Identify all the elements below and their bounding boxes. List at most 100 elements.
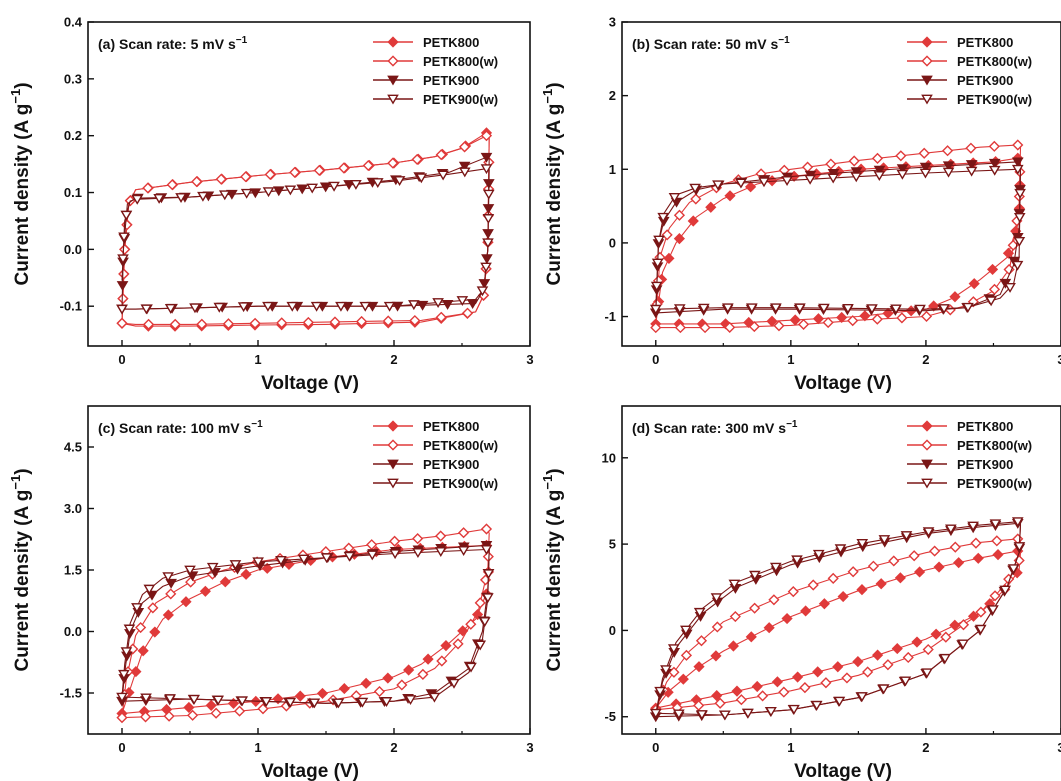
data-point-PETK900(w) [668, 193, 681, 203]
data-point-PETK900(w) [118, 669, 130, 680]
data-point-PETK800 [836, 311, 848, 324]
data-point-PETK800 [891, 642, 903, 655]
panel-title: (a) Scan rate: 5 mV s−1 [98, 35, 248, 52]
series-line-PETK900 [121, 156, 490, 310]
x-tick-label: 2 [390, 352, 397, 367]
data-point-PETK900(w) [237, 302, 250, 313]
data-point-PETK900(w) [356, 697, 369, 708]
legend-label: PETK800 [423, 35, 479, 50]
data-point-PETK800(w) [724, 321, 736, 333]
legend-label: PETK900 [957, 73, 1013, 88]
data-point-PETK900(w) [938, 304, 950, 315]
panel-3: 0 1 2 3 -5 0 5 10 Voltage (V) Current density (A … [540, 405, 1061, 781]
y-axis-label-close: ) [544, 82, 565, 88]
data-point-PETK900(w) [212, 695, 225, 706]
data-point-PETK900(w) [834, 544, 847, 555]
data-point-PETK800 [972, 552, 984, 564]
y-axis-label: Current density (A g−1) [8, 468, 33, 671]
data-point-PETK900(w) [919, 168, 932, 179]
data-point-PETK900(w) [842, 303, 854, 314]
data-point-PETK800 [859, 310, 871, 322]
data-point-PETK900(w) [804, 174, 816, 185]
data-point-PETK900(w) [465, 662, 477, 673]
data-point-PETK900(w) [297, 554, 310, 565]
data-point-PETK800 [763, 622, 775, 634]
x-tick-label: 3 [1057, 352, 1061, 367]
data-point-PETK900(w) [284, 697, 297, 708]
data-point-PETK800 [837, 590, 849, 603]
data-point-PETK800 [382, 672, 394, 684]
data-point-PETK900(w) [143, 584, 156, 595]
data-point-PETK900(w) [380, 697, 393, 707]
data-point-PETK900(w) [404, 695, 417, 706]
data-point-PETK800 [731, 685, 743, 697]
data-point-PETK900(w) [229, 560, 242, 571]
data-point-PETK800(w) [117, 293, 129, 305]
data-point-PETK900(w) [478, 617, 491, 627]
legend-marker [387, 36, 399, 48]
x-tick-label: 3 [526, 352, 533, 367]
data-point-PETK800(w) [163, 710, 175, 722]
data-point-PETK800 [711, 690, 723, 702]
plot-frame [87, 405, 531, 735]
data-point-PETK900(w) [719, 710, 731, 721]
legend-label: PETK900 [423, 73, 479, 88]
y-tick-label: 4.5 [64, 440, 82, 455]
data-point-PETK800(w) [409, 314, 421, 327]
data-point-PETK800(w) [827, 572, 839, 584]
x-axis-label: Voltage (V) [794, 373, 892, 394]
data-point-PETK800 [219, 576, 231, 588]
data-point-PETK900(w) [781, 176, 793, 187]
series-group [649, 517, 1026, 723]
data-point-PETK800(w) [908, 550, 920, 562]
data-point-PETK900(w) [749, 570, 761, 581]
data-point-PETK900(w) [162, 572, 174, 583]
data-point-PETK900(w) [252, 557, 264, 568]
y-tick-label: 10 [602, 450, 616, 465]
data-point-PETK800 [1002, 247, 1015, 259]
data-point-PETK900(w) [890, 304, 902, 315]
y-tick-label: -1 [604, 309, 616, 324]
y-tick-label: 1 [609, 162, 616, 177]
panel-1: 0 1 2 3 -1 0 1 2 3 Voltage (V) Current density (A … [540, 15, 1061, 394]
panel-title-sup: −1 [786, 419, 798, 430]
data-point-PETK800(w) [773, 320, 785, 332]
legend-marker [387, 439, 399, 451]
x-tick-label: 1 [254, 352, 261, 367]
data-point-PETK900(w) [818, 303, 830, 314]
data-point-PETK800(w) [356, 315, 368, 328]
data-point-PETK900(w) [383, 301, 396, 312]
plot-frame [87, 21, 531, 347]
data-point-PETK900(w) [131, 194, 144, 205]
data-point-PETK800(w) [989, 590, 1001, 602]
data-point-PETK900 [1011, 157, 1024, 168]
data-point-PETK900(w) [791, 555, 803, 566]
data-point-PETK800(w) [417, 668, 429, 680]
data-point-PETK900 [919, 162, 932, 173]
legend-label: PETK800 [957, 419, 1013, 434]
data-point-PETK800(w) [1003, 263, 1015, 276]
data-point-PETK800(w) [841, 672, 853, 684]
x-tick-label: 2 [922, 740, 929, 755]
data-point-PETK900(w) [482, 189, 495, 200]
y-axis-label: Current density (A g−1) [540, 468, 565, 671]
legend-marker [921, 75, 933, 86]
data-point-PETK900(w) [131, 603, 143, 613]
legend-marker [387, 94, 399, 105]
data-point-PETK900 [480, 152, 493, 163]
data-point-PETK800(w) [714, 697, 726, 709]
data-point-PETK800(w) [373, 685, 386, 698]
data-point-PETK800(w) [389, 535, 401, 547]
data-point-PETK800(w) [249, 317, 261, 329]
data-point-PETK900(w) [878, 535, 891, 545]
data-point-PETK900(w) [116, 304, 128, 315]
data-point-PETK800 [673, 233, 685, 245]
data-point-PETK800(w) [215, 173, 227, 185]
data-point-PETK800(w) [668, 666, 680, 678]
panel-title-sup: −1 [778, 35, 790, 46]
y-axis-label-sup: −1 [540, 89, 555, 104]
legend-marker [387, 478, 399, 489]
data-point-PETK800 [872, 649, 884, 661]
data-point-PETK900 [116, 281, 129, 292]
data-point-PETK800 [227, 697, 240, 710]
